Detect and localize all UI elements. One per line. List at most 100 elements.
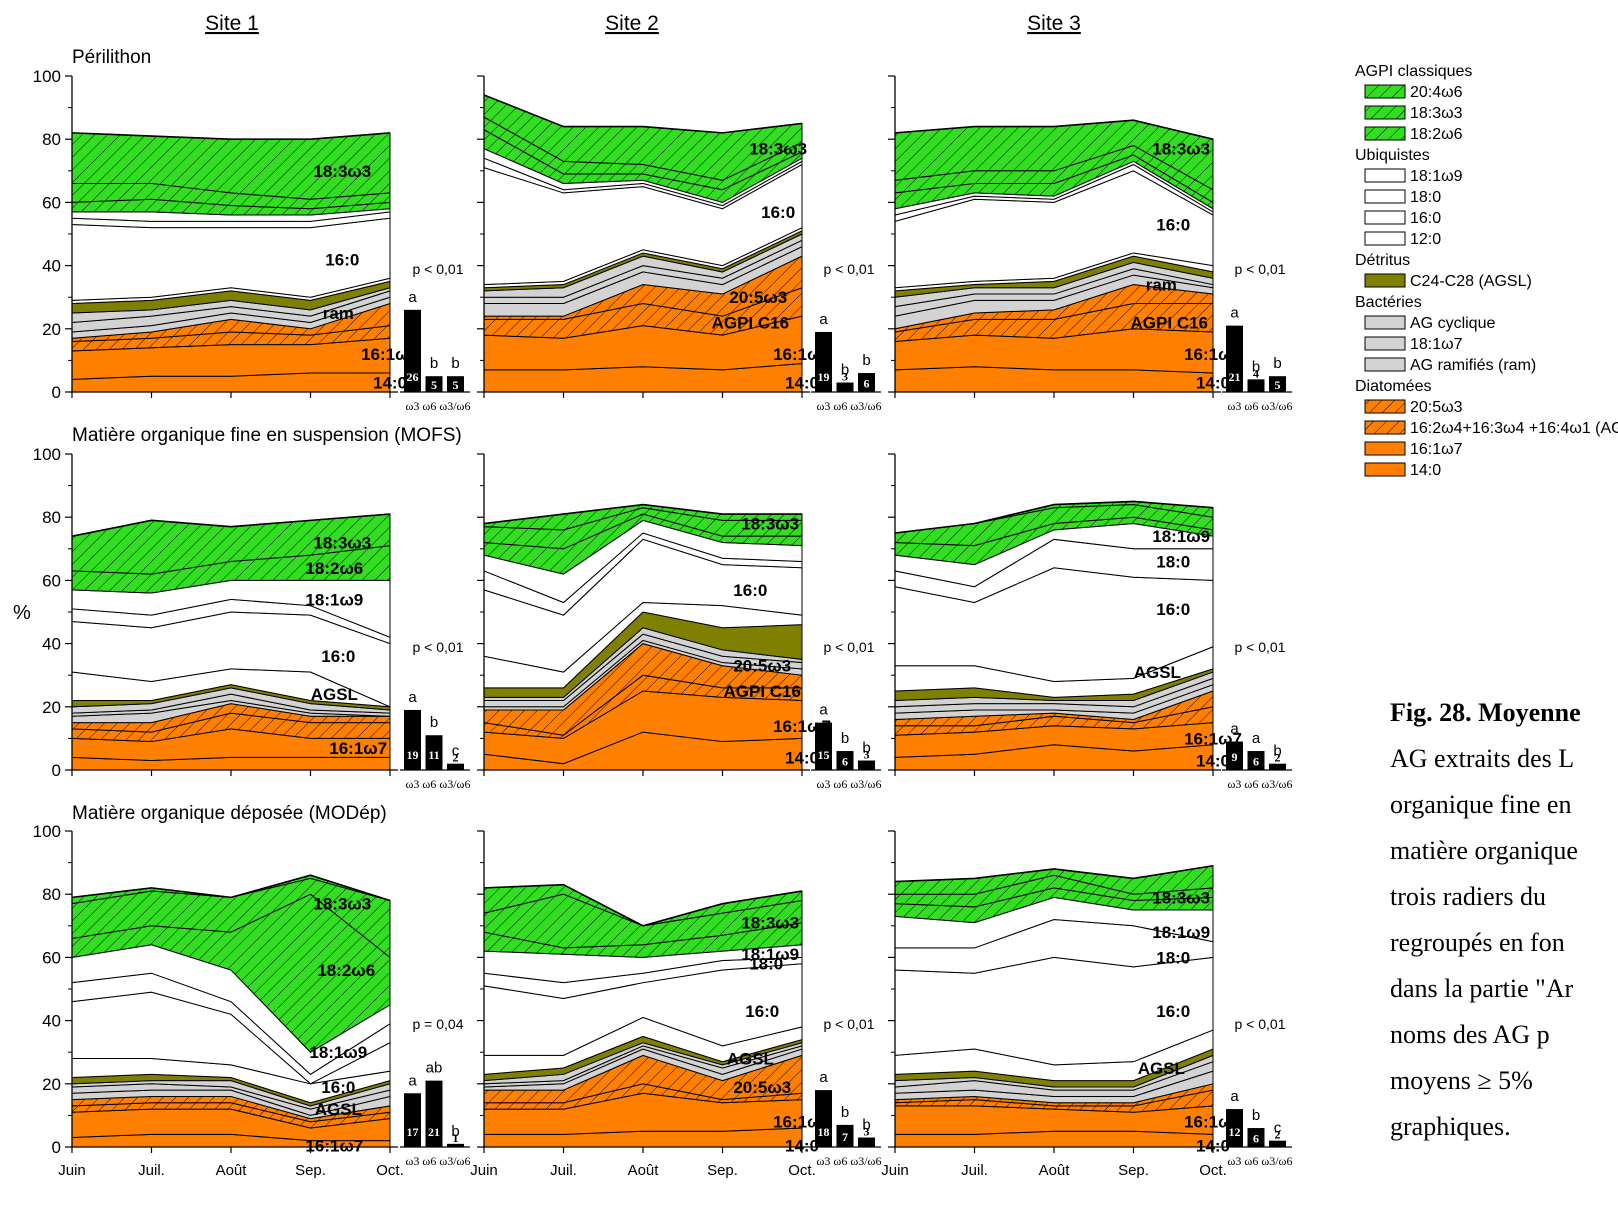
p-value-label: p < 0,01 (1235, 1016, 1286, 1032)
bar-significance-letter: c (452, 743, 460, 760)
bar-value-label: 5 (453, 378, 459, 392)
layer-label: 18:0 (1156, 552, 1190, 571)
bar-value-label: 4 (1253, 366, 1259, 380)
caption-line-8: noms des AG p (1390, 1020, 1550, 1049)
y-tick-label: 0 (52, 1138, 61, 1157)
layer-label: 14:0 (1196, 752, 1230, 771)
area-hatch (484, 884, 802, 926)
bar-value-label: 21 (1229, 370, 1241, 384)
layer-label: 14:0 (785, 1136, 819, 1155)
bar-significance-letter: a (1230, 305, 1239, 322)
bar-significance-letter: a (408, 1072, 417, 1089)
layer-label: 16:1ω7 (305, 1136, 363, 1155)
area-hatch (72, 1096, 390, 1122)
caption-fig-number: Fig. 28. Moyenne (1390, 698, 1581, 727)
area-hatch (484, 894, 802, 948)
legend-swatch (1364, 231, 1406, 246)
bar (447, 376, 464, 392)
area-hatch (484, 507, 802, 549)
legend-swatch (1364, 189, 1406, 204)
row-title: Périlithon (72, 47, 151, 68)
site-title: Site 2 (605, 12, 659, 35)
bar-value-label: 1 (453, 1131, 459, 1145)
bar-category-labels: ω3 ω6 ω3/ω6 (406, 1154, 471, 1168)
layer-label: 16:0 (761, 203, 795, 222)
bar (1247, 751, 1265, 770)
bar-significance-letter: a (1230, 721, 1239, 738)
legend-item-label: 18:3ω3 (1410, 105, 1463, 122)
bar-value-label: 11 (428, 748, 439, 762)
y-tick-label: 40 (42, 1012, 61, 1031)
layer-label: 18:1ω9 (741, 945, 799, 964)
layer-label: AGSL (311, 685, 358, 704)
layer-label: 18:3ω3 (1152, 888, 1210, 907)
bar-value-label: 6 (1253, 1132, 1259, 1146)
bar (425, 1080, 443, 1147)
y-tick-label: 60 (42, 948, 61, 967)
area-hatch (895, 303, 1213, 342)
p-value-label: p < 0,01 (824, 639, 875, 655)
area-hatch (72, 713, 390, 742)
bar-value-label: 2 (453, 751, 459, 765)
bar-category-labels: ω3 ω6 ω3/ω6 (1228, 777, 1293, 791)
legend-group-title: Bactéries (1355, 294, 1422, 311)
omega-bar-chart: p < 0,01 a 12 b 6 c2 ω3 ω6 ω3/ω6 (1222, 1016, 1292, 1168)
area-hatch (72, 325, 390, 351)
bar-category-labels: ω3 ω6 ω3/ω6 (406, 777, 471, 791)
panel-2-1: 0 20 40 60 80 100 16:1ω7 AGSL 16:0 18:1ω9 18:2ω6 18… (33, 445, 471, 791)
area-hatch (895, 691, 1213, 726)
x-tick-label: Oct. (788, 1162, 816, 1179)
area-hatch (484, 287, 802, 339)
layer-label: AGPI C16 (1131, 313, 1208, 332)
area-hatch (484, 117, 802, 190)
bar-significance-letter: ab (426, 1060, 443, 1077)
bar-significance-letter: b (430, 355, 438, 372)
bar (404, 709, 421, 770)
bar-significance-letter: a (408, 689, 417, 706)
x-tick-label: Oct. (376, 1162, 404, 1179)
bar-value-label: 12 (1229, 1125, 1241, 1139)
layer-label: 18:3ω3 (741, 914, 799, 933)
legend-swatch (1364, 336, 1406, 351)
layer-label: 18:3ω3 (313, 533, 371, 552)
bar-value-label: 2 (1275, 1128, 1281, 1142)
bar-significance-letter: a (819, 702, 828, 719)
legend-item-label: C24-C28 (AGSL) (1410, 273, 1532, 290)
layer-label: AGSL (727, 1050, 774, 1069)
legend-group-title: Diatomées (1355, 378, 1431, 395)
p-value-label: p < 0,01 (413, 639, 464, 655)
bar-significance-letter: a (819, 311, 828, 328)
bar (1226, 741, 1243, 770)
legend-item-label: 14:0 (1410, 462, 1441, 479)
site-title: Site 3 (1027, 12, 1081, 35)
layer-label: 18:3ω3 (313, 895, 371, 914)
layer-label: 14:0 (373, 374, 407, 393)
legend-swatch-hatch (1365, 85, 1405, 98)
bar-significance-letter: c (1274, 1120, 1282, 1137)
row-title: Matière organique déposée (MODép) (72, 803, 387, 824)
p-value-label: p < 0,01 (413, 261, 464, 277)
bar (447, 1143, 464, 1147)
x-tick-label: Juin (881, 1162, 909, 1179)
caption-line-9: moyens ≥ 5% (1390, 1066, 1533, 1095)
bar-value-label: 2 (1275, 751, 1281, 765)
area-hatch (895, 865, 1213, 895)
layer-label: 18:3ω3 (741, 515, 799, 534)
bar-significance-letter: b (841, 362, 849, 379)
bar-value-label: 18 (818, 1125, 830, 1139)
area-hatch (895, 887, 1213, 923)
legend-group-title: Détritus (1355, 252, 1410, 269)
legend-swatch-hatch (1365, 127, 1405, 140)
bar-value-label: 6 (1253, 755, 1259, 769)
bar (1247, 379, 1265, 392)
y-tick-label: 20 (42, 320, 61, 339)
area-hatch (72, 545, 390, 594)
layer-label: 16:0 (1156, 216, 1190, 235)
x-tick-label: Sep. (1118, 1162, 1149, 1179)
area-hatch (72, 199, 390, 216)
bar (1269, 376, 1286, 392)
